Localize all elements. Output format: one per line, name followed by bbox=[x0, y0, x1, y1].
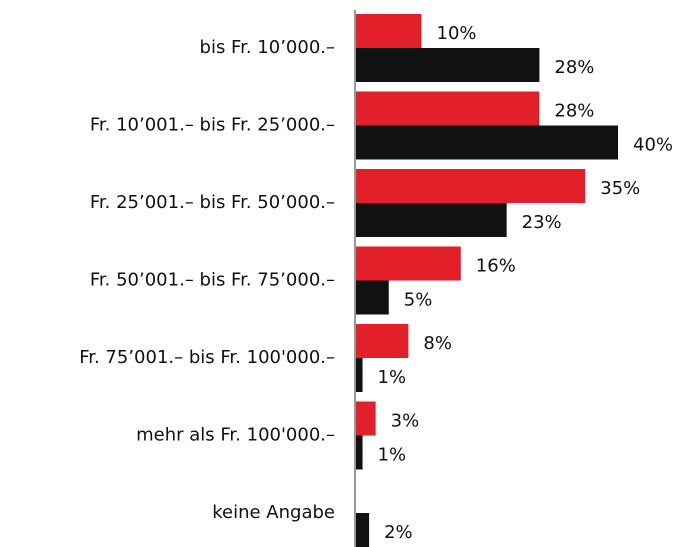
category-label: Fr. 10’001.– bis Fr. 25’000.– bbox=[90, 115, 335, 136]
bar bbox=[356, 513, 370, 547]
value-label: 8% bbox=[423, 333, 452, 354]
bar bbox=[356, 203, 507, 237]
category-label: Fr. 25’001.– bis Fr. 50’000.– bbox=[90, 192, 335, 213]
value-label: 40% bbox=[633, 135, 673, 156]
bar bbox=[356, 14, 422, 48]
category-label: keine Angabe bbox=[212, 502, 335, 523]
bar bbox=[356, 324, 409, 358]
value-label: 35% bbox=[600, 178, 640, 199]
value-label: 1% bbox=[378, 367, 407, 388]
value-label: 1% bbox=[378, 445, 407, 466]
bar bbox=[356, 358, 363, 392]
bar bbox=[356, 169, 586, 203]
value-label: 2% bbox=[384, 522, 413, 543]
value-label: 28% bbox=[554, 101, 594, 122]
value-label: 5% bbox=[404, 290, 433, 311]
bar bbox=[356, 125, 618, 160]
value-label: 10% bbox=[437, 23, 477, 44]
value-label: 28% bbox=[554, 57, 594, 78]
category-label: Fr. 75’001.– bis Fr. 100'000.– bbox=[79, 347, 335, 368]
bar bbox=[356, 48, 540, 82]
value-label: 23% bbox=[522, 212, 562, 233]
value-label: 3% bbox=[391, 411, 420, 432]
bar bbox=[356, 435, 363, 470]
bar bbox=[356, 280, 389, 315]
category-label: mehr als Fr. 100'000.– bbox=[136, 425, 335, 446]
value-label: 16% bbox=[476, 256, 516, 277]
bar bbox=[356, 401, 376, 436]
bar bbox=[356, 91, 540, 126]
category-label: bis Fr. 10’000.– bbox=[200, 37, 335, 58]
category-label: Fr. 50’001.– bis Fr. 75’000.– bbox=[90, 270, 335, 291]
bar bbox=[356, 246, 461, 281]
